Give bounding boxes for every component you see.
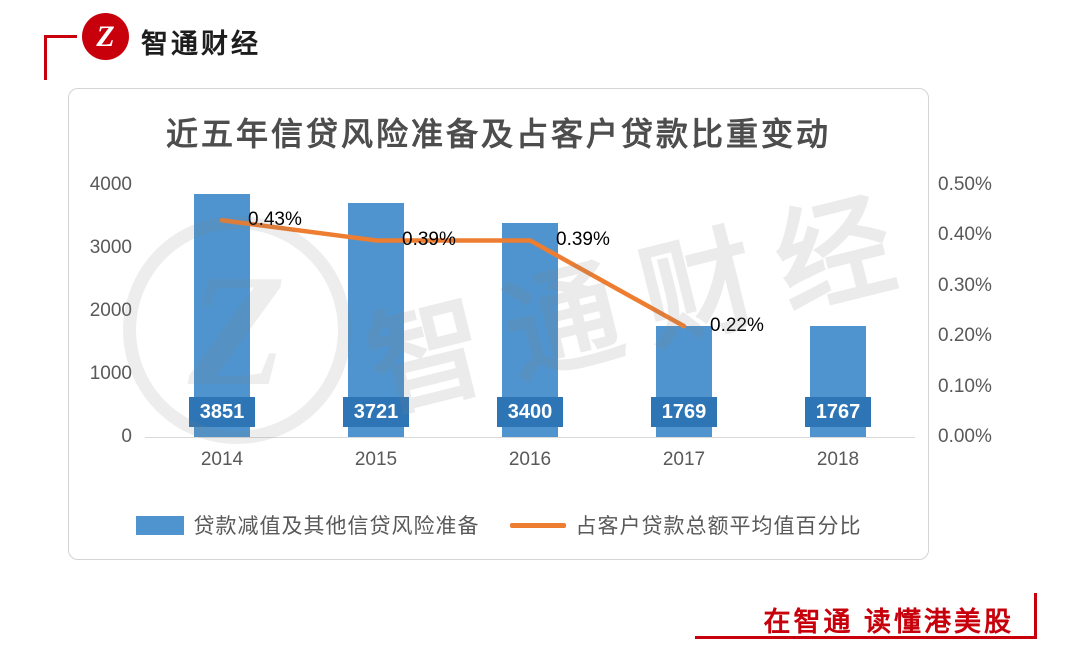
x-axis-baseline bbox=[145, 437, 915, 438]
y-axis-right-tick: 0.40% bbox=[938, 224, 992, 246]
line-point-label-2014: 0.43% bbox=[248, 209, 302, 231]
x-axis-label-2014: 2014 bbox=[200, 449, 244, 470]
line-point-label-2016: 0.39% bbox=[556, 229, 610, 251]
bar-value-label-2015: 3721 bbox=[343, 397, 409, 427]
y-axis-right-tick: 0.30% bbox=[938, 274, 992, 296]
chart-title: 近五年信贷风险准备及占客户贷款比重变动 bbox=[165, 116, 831, 152]
legend-bar-label: 贷款减值及其他信贷风险准备 bbox=[193, 515, 480, 538]
top-left-bracket-horizontal bbox=[44, 35, 77, 38]
footer-slogan: 在智通 读懂港美股 bbox=[763, 607, 1014, 637]
x-axis-label-2015: 2015 bbox=[354, 449, 398, 470]
brand-logo: Z bbox=[82, 13, 129, 60]
legend-line-swatch bbox=[509, 522, 566, 528]
y-axis-left-tick: 3000 bbox=[89, 237, 132, 258]
line-point-label-2015: 0.39% bbox=[402, 229, 456, 251]
bar-value-label-2016: 3400 bbox=[497, 397, 563, 427]
chart-legend: 贷款减值及其他信贷风险准备 占客户贷款总额平均值百分比 bbox=[68, 510, 929, 540]
y-axis-right-tick: 0.50% bbox=[938, 174, 992, 195]
logo-z-icon: Z bbox=[96, 19, 115, 53]
legend-item-bar: 贷款减值及其他信贷风险准备 bbox=[135, 510, 480, 540]
x-axis-label-2017: 2017 bbox=[662, 449, 706, 470]
x-axis-label-2016: 2016 bbox=[508, 449, 552, 470]
legend-bar-swatch bbox=[135, 515, 184, 535]
y-axis-right-tick: 0.00% bbox=[938, 426, 992, 447]
brand-name: 智通财经 bbox=[141, 29, 261, 59]
legend-item-line: 占客户贷款总额平均值百分比 bbox=[509, 510, 862, 540]
bar-value-label-2017: 1769 bbox=[651, 397, 717, 427]
legend-line-label: 占客户贷款总额平均值百分比 bbox=[575, 515, 862, 538]
x-axis-label-2018: 2018 bbox=[816, 449, 860, 470]
top-left-bracket-vertical bbox=[44, 35, 47, 80]
y-axis-right-tick: 0.10% bbox=[938, 375, 992, 397]
bar-value-label-2018: 1767 bbox=[805, 397, 871, 427]
y-axis-left-tick: 0 bbox=[121, 426, 132, 447]
y-axis-left-tick: 1000 bbox=[89, 363, 132, 384]
y-axis-right-tick: 0.20% bbox=[938, 325, 992, 347]
line-point-label-2017: 0.22% bbox=[710, 315, 764, 337]
y-axis-left-tick: 2000 bbox=[89, 300, 132, 321]
bottom-right-bracket-vertical bbox=[1034, 593, 1037, 639]
bottom-right-bracket-horizontal bbox=[695, 636, 1037, 639]
bar-value-label-2014: 3851 bbox=[189, 397, 255, 427]
y-axis-left-tick: 4000 bbox=[89, 174, 132, 195]
